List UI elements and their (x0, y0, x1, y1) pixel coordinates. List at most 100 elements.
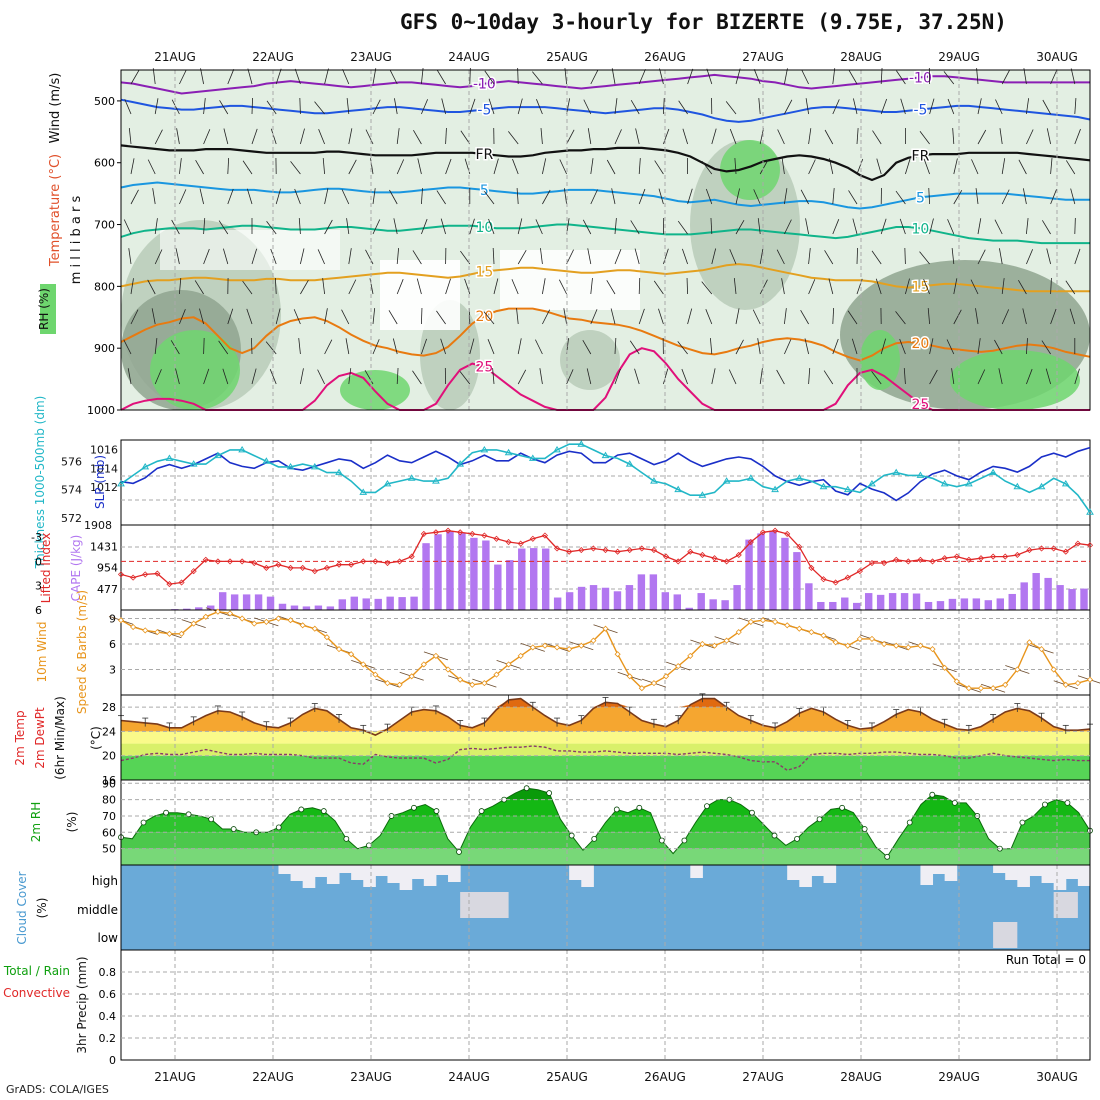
wind-barb (900, 98, 906, 115)
li-marker (420, 530, 427, 537)
thickness-marker (117, 479, 125, 487)
wind-barb (242, 160, 253, 175)
wind-speed-marker (650, 680, 658, 687)
thickness-marker (480, 445, 489, 453)
wind-barb (469, 98, 476, 115)
wind-barb (735, 339, 744, 355)
wind-barb (348, 279, 357, 295)
wind-barb (203, 337, 205, 355)
wind-barb (904, 247, 906, 265)
wind-barb (994, 219, 1003, 235)
wind-barb (365, 249, 374, 265)
wind-barb (542, 278, 546, 295)
cape-bar (805, 583, 813, 610)
wind-speed-marker (360, 661, 367, 668)
rh-marker (906, 819, 913, 826)
wind-barb (896, 70, 906, 85)
rh-shade (560, 330, 620, 390)
wind-barb (880, 98, 888, 115)
wind-speed-marker (1074, 680, 1081, 687)
wind-barb (128, 248, 132, 265)
wind-barb (130, 309, 139, 325)
li-marker (553, 545, 561, 552)
wind-barb (847, 310, 858, 325)
wind-barb (875, 278, 882, 295)
isotherm-line (120, 223, 1090, 245)
wind-barb (638, 188, 646, 205)
cape-bar (506, 560, 514, 610)
li-marker (1050, 545, 1057, 552)
cloud-gap (435, 865, 449, 875)
rh-tick-label: 70 (102, 810, 116, 823)
wind-barb (372, 308, 376, 325)
rh-marker (613, 806, 620, 813)
li-marker (541, 532, 549, 539)
li-marker (602, 547, 609, 554)
wind-barb (1050, 308, 1057, 325)
wind-speed-marker (917, 642, 924, 649)
wind-barb (290, 161, 301, 175)
thickness-marker (625, 460, 634, 467)
li-marker (626, 547, 633, 554)
temp-band-yellow (121, 731, 1090, 744)
li-marker (832, 579, 839, 586)
wind-speed-marker (311, 625, 318, 632)
li-marker (493, 535, 500, 542)
wind-barb (1023, 68, 1027, 85)
precip-tick-label: 0.2 (99, 1032, 117, 1045)
wind-barb (511, 279, 519, 295)
wind-barb (947, 219, 955, 235)
wind-barb (1022, 308, 1027, 325)
wind-barb (469, 338, 475, 355)
wind-barb (614, 249, 622, 265)
wind-barb (638, 308, 645, 325)
cloud-row-label: low (98, 931, 119, 945)
cloud-gap (363, 865, 376, 887)
isotherm-label: -10 (909, 70, 932, 86)
wind-barb (872, 130, 882, 145)
isotherm-line (120, 98, 1091, 123)
wind-speed-marker (905, 644, 912, 651)
legend-total-rain: Total / Rain (3, 964, 70, 978)
wind-barb (895, 311, 906, 325)
wind-speed-marker (832, 639, 839, 646)
li-marker (675, 558, 682, 565)
wind-barb (1026, 368, 1033, 385)
thickness-marker (868, 479, 876, 487)
day-label-top: 23AUG (350, 50, 392, 64)
day-label-bottom: 30AUG (1036, 1070, 1078, 1084)
wind-barb (701, 160, 713, 175)
cloud-gap (278, 865, 292, 874)
legend-convective: Convective (3, 986, 70, 1000)
cape-bar (446, 531, 454, 610)
day-label-top: 28AUG (840, 50, 882, 64)
wind-barb (832, 219, 840, 235)
wind-barb (203, 98, 206, 115)
wind-speed-marker (1062, 681, 1069, 688)
wind-barb (1001, 278, 1005, 295)
wind-barb (152, 68, 156, 85)
thickness-marker (141, 462, 150, 470)
cape-bar (398, 597, 406, 610)
wind-speed-marker (517, 652, 524, 659)
precip-panel (120, 949, 1091, 1061)
thickness-marker (1086, 508, 1094, 515)
cloud-gap (375, 865, 388, 876)
li-marker (166, 581, 173, 588)
cloud-gap (920, 865, 934, 885)
cloud-row-label: middle (77, 903, 118, 917)
li-marker (747, 538, 754, 546)
cloud-gap (932, 865, 946, 874)
wind-barb (348, 159, 357, 175)
wind-barb (1046, 248, 1051, 265)
wind-barb (606, 159, 616, 175)
wind-barb (227, 158, 230, 175)
wind-barb (848, 190, 858, 205)
rh-marker (681, 837, 688, 844)
wind-barb (1065, 160, 1076, 175)
wind-speed-marker (965, 685, 972, 692)
wind-barb (1026, 338, 1028, 355)
thickness-marker (964, 479, 973, 487)
wind-barb (127, 368, 132, 385)
li-marker (529, 535, 536, 542)
